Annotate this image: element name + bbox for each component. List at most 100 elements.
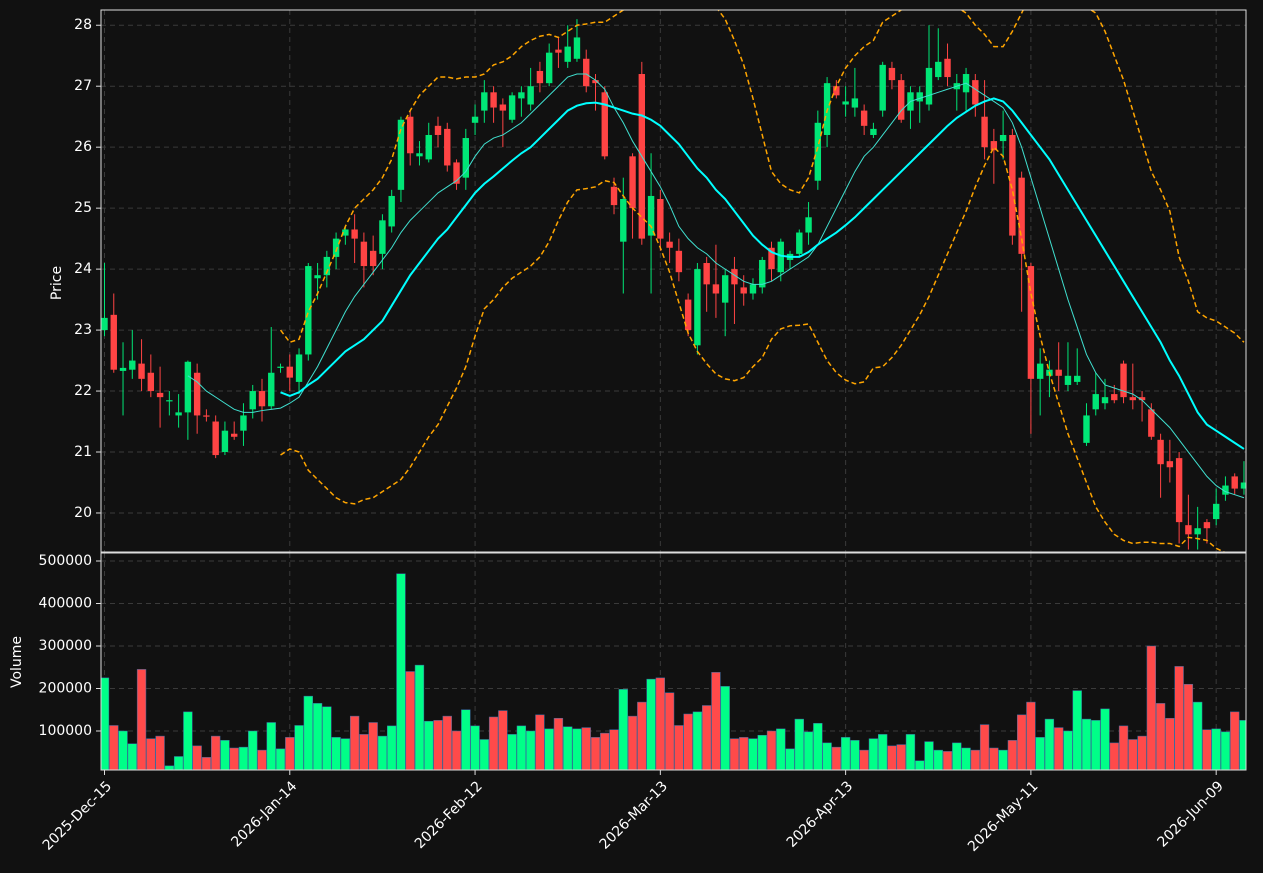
- volume-bar: [1230, 711, 1240, 770]
- candle-body: [981, 116, 988, 148]
- volume-bar: [905, 734, 916, 770]
- candle-body: [675, 250, 683, 273]
- volume-bar: [173, 756, 184, 770]
- volume-bar: [739, 737, 749, 770]
- candle-body: [1064, 375, 1072, 385]
- candle-body: [592, 80, 599, 84]
- candle-body: [434, 125, 442, 135]
- candle-body: [703, 263, 710, 285]
- volume-bar: [1091, 720, 1101, 770]
- candle-body: [230, 433, 238, 437]
- volume-bar: [238, 746, 249, 770]
- candle-body: [258, 391, 266, 407]
- volume-bar: [637, 701, 647, 770]
- volume-bar: [340, 738, 351, 770]
- panel-frame: [100, 9, 1247, 553]
- volume-bar: [933, 749, 943, 770]
- volume-bar: [312, 703, 323, 770]
- candle-body: [916, 92, 923, 102]
- candle-body: [462, 138, 469, 178]
- volume-bar: [627, 715, 638, 770]
- volume-bar: [101, 677, 110, 770]
- candle-body: [842, 101, 849, 105]
- volume-bar: [989, 747, 999, 770]
- volume-bar: [887, 745, 897, 770]
- volume-bar: [377, 735, 388, 770]
- volume-bar: [1026, 701, 1036, 770]
- candle-body: [138, 363, 145, 379]
- volume-bar: [461, 709, 471, 770]
- candle-body: [425, 134, 432, 160]
- y-tick-label: 23: [74, 322, 92, 338]
- candle-body: [712, 284, 720, 294]
- candle-body: [360, 241, 368, 267]
- volume-bar: [952, 742, 962, 770]
- candle-body: [999, 134, 1007, 142]
- volume-bar: [822, 742, 832, 770]
- y-tick-label: 20: [74, 505, 92, 521]
- volume-bar: [785, 748, 795, 770]
- candle-body: [1101, 397, 1109, 404]
- candle-body: [925, 67, 933, 105]
- candle-body: [342, 229, 349, 236]
- candle-body: [573, 37, 581, 59]
- candle-body: [527, 86, 534, 105]
- volume-bar: [618, 689, 628, 770]
- candle-body: [740, 287, 747, 294]
- volume-bar: [1081, 718, 1092, 770]
- candle-body: [620, 198, 627, 242]
- candle-body: [397, 119, 405, 190]
- volume-bar: [257, 749, 267, 770]
- volume-bar: [813, 723, 823, 770]
- candle-body: [888, 67, 896, 81]
- candle-body: [129, 360, 136, 370]
- candle-body: [1148, 409, 1155, 437]
- candle-body: [268, 372, 275, 407]
- y-axis-label: Price: [49, 266, 65, 300]
- candle-body: [1092, 394, 1099, 410]
- candle-body: [407, 116, 414, 154]
- candle-body: [1212, 503, 1220, 520]
- candle-body: [972, 80, 979, 105]
- volume-bar: [331, 737, 341, 770]
- volume-bar: [1137, 735, 1147, 770]
- candle-body: [684, 299, 692, 331]
- volume-bar: [1035, 737, 1045, 770]
- y-tick-label: 28: [74, 17, 92, 33]
- candle-body: [1055, 369, 1062, 376]
- volume-bar: [664, 692, 675, 770]
- candle-body: [1185, 525, 1192, 535]
- candle-body: [1231, 476, 1238, 489]
- candle-body: [351, 229, 358, 239]
- candle-body: [870, 128, 877, 135]
- volume-bar: [479, 739, 489, 770]
- volume-bar: [451, 730, 462, 770]
- volume-bar: [118, 730, 128, 770]
- candle-body: [990, 141, 998, 151]
- y-tick-label: 400000: [39, 595, 92, 611]
- volume-bar: [349, 715, 360, 770]
- candle-body: [110, 314, 117, 370]
- candle-body: [212, 421, 219, 456]
- candle-body: [508, 95, 516, 120]
- y-tick-label: 24: [74, 261, 92, 277]
- candle-body: [332, 238, 340, 257]
- y-tick-label: 300000: [39, 638, 92, 654]
- indicator-line: [279, 10, 1245, 344]
- volume-bar: [1220, 731, 1231, 770]
- volume-bar: [702, 705, 712, 770]
- volume-bar: [525, 730, 536, 770]
- volume-bar: [831, 746, 842, 770]
- volume-bar: [998, 749, 1008, 770]
- volume-bar: [1193, 701, 1203, 770]
- volume-bar: [396, 573, 406, 770]
- volume-bar: [507, 734, 517, 770]
- candle-body: [1138, 397, 1146, 401]
- indicator-line: [280, 145, 1226, 552]
- candle-body: [221, 430, 229, 453]
- volume-bar: [488, 716, 499, 770]
- volume-bar: [942, 751, 953, 770]
- panel-frame: [100, 552, 1247, 771]
- candle-body: [1111, 394, 1118, 401]
